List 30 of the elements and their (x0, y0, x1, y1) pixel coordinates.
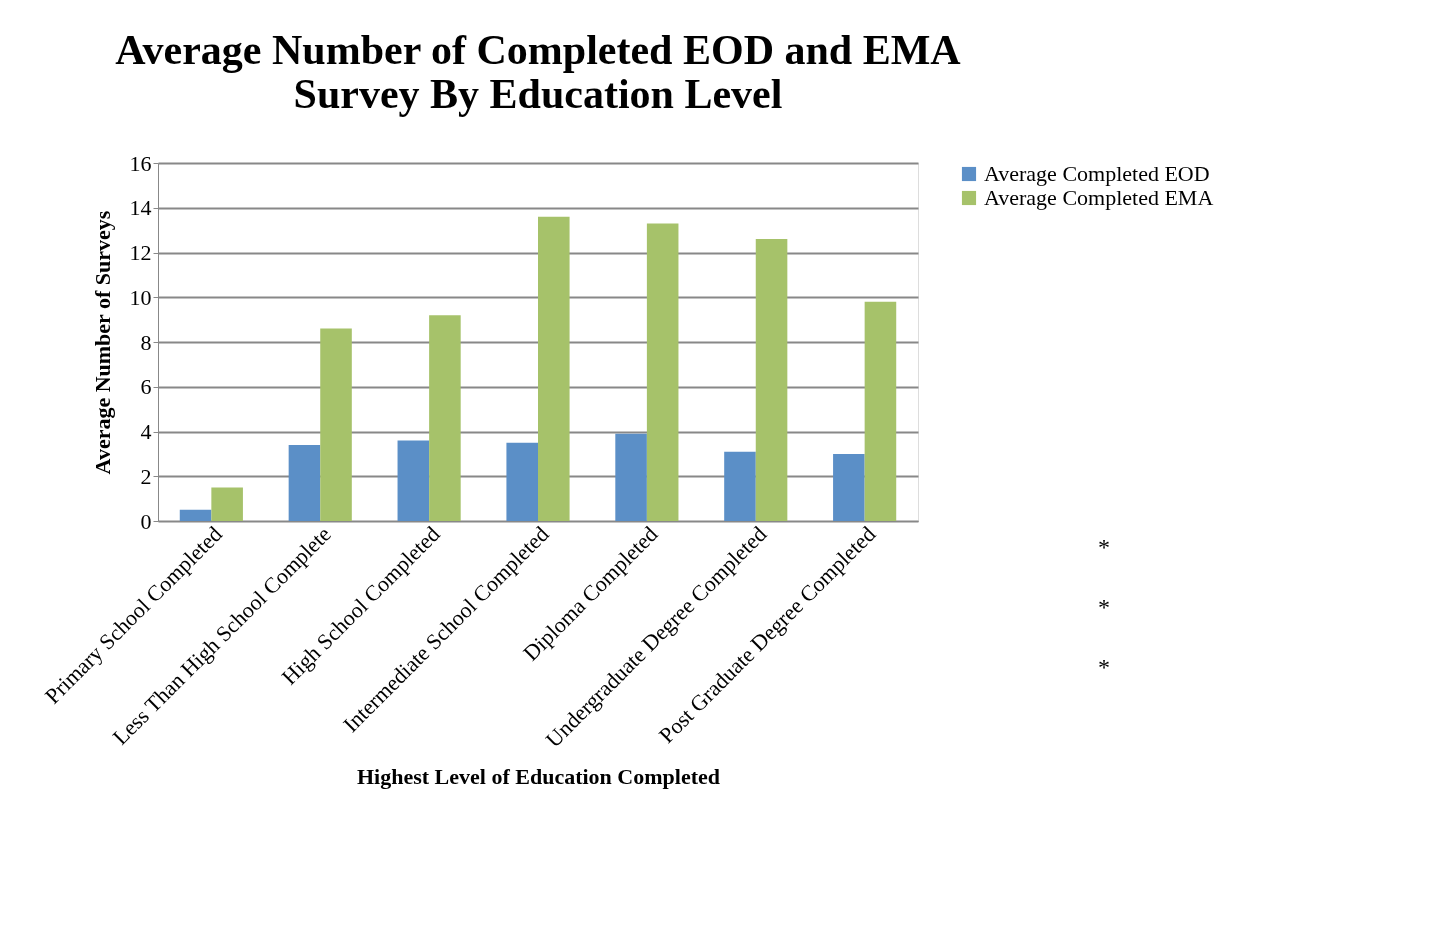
y-tick-label: 8 (140, 329, 152, 355)
y-tick-label: 6 (140, 374, 152, 400)
text: * (1098, 534, 1110, 560)
legend-label: Average Completed EOD (984, 161, 1210, 186)
bar (397, 440, 430, 521)
y-tick-label: 10 (129, 284, 152, 310)
y-tick-label: 4 (140, 419, 152, 444)
text: Average Number of Completed EOD and EMA (115, 27, 961, 73)
bar (864, 301, 897, 521)
y-tick-label: 14 (129, 195, 152, 221)
bar (211, 487, 243, 521)
bar (615, 433, 647, 521)
bar (724, 451, 756, 521)
bar (755, 239, 788, 521)
bar (506, 442, 538, 521)
bar (429, 315, 461, 521)
y-tick-label: 16 (129, 150, 152, 176)
text: * (1098, 594, 1110, 620)
x-axis-title: Highest Level of Education Completed (357, 763, 720, 789)
bar (538, 216, 570, 521)
bar (288, 444, 321, 521)
bar (833, 453, 865, 521)
bar (646, 223, 679, 521)
y-axis-title: Average Number of Surveys (89, 210, 115, 475)
text: * (1098, 654, 1110, 680)
y-tick-label: 2 (140, 463, 152, 489)
bar (320, 328, 352, 521)
legend-label: Average Completed EMA (984, 185, 1214, 210)
bar (179, 509, 212, 521)
y-tick-label: 12 (129, 240, 152, 265)
